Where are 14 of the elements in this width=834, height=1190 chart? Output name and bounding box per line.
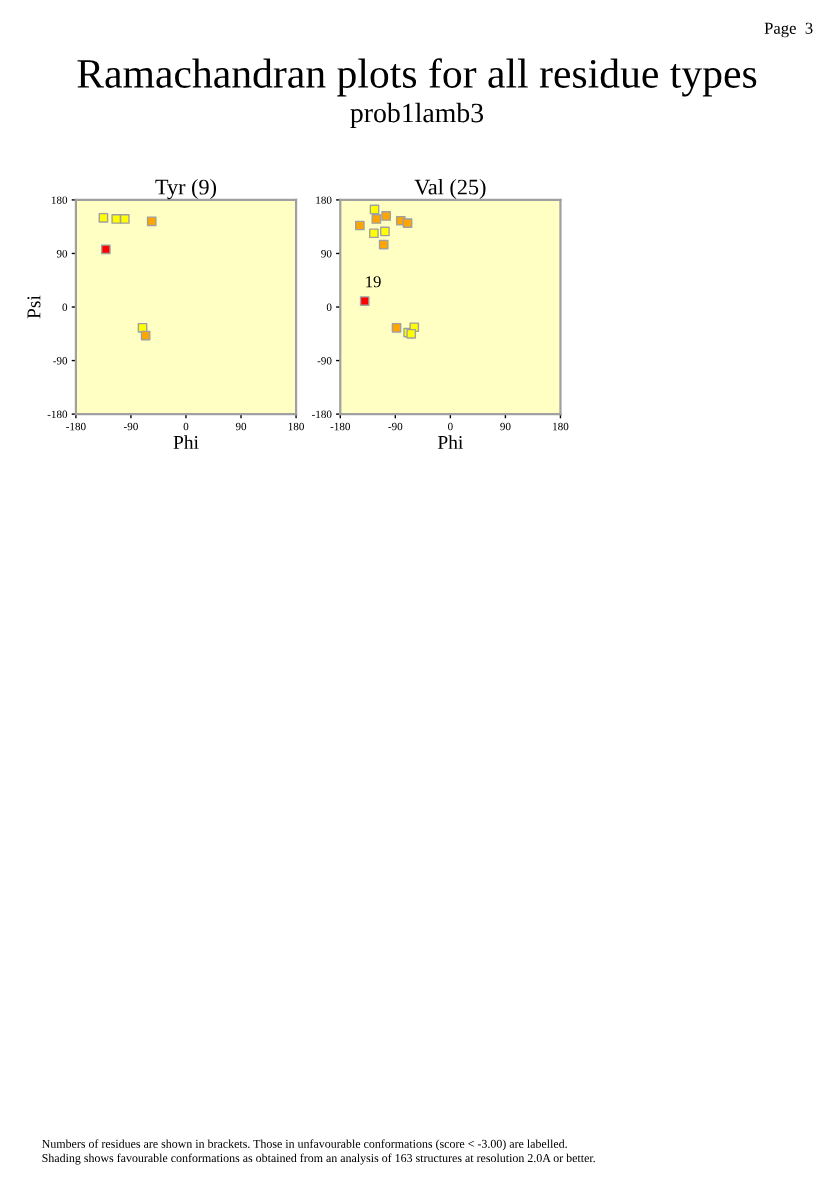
chart-title: Tyr (9) (155, 178, 217, 200)
point (146, 216, 157, 227)
annotation: 19 (366, 276, 381, 288)
point (111, 214, 122, 224)
text: Page 3 (764, 22, 813, 38)
point (119, 214, 130, 224)
point (98, 212, 109, 223)
point (101, 244, 111, 255)
text: Ramachandran plots for all residue types (77, 58, 757, 97)
text: prob1lamb3 (350, 102, 484, 129)
x-axis-title: Phi (173, 435, 199, 449)
chart-title: Val (25) (414, 178, 486, 200)
x-axis-title: Phi (437, 435, 463, 449)
y-axis-title: Psi (27, 295, 41, 319)
